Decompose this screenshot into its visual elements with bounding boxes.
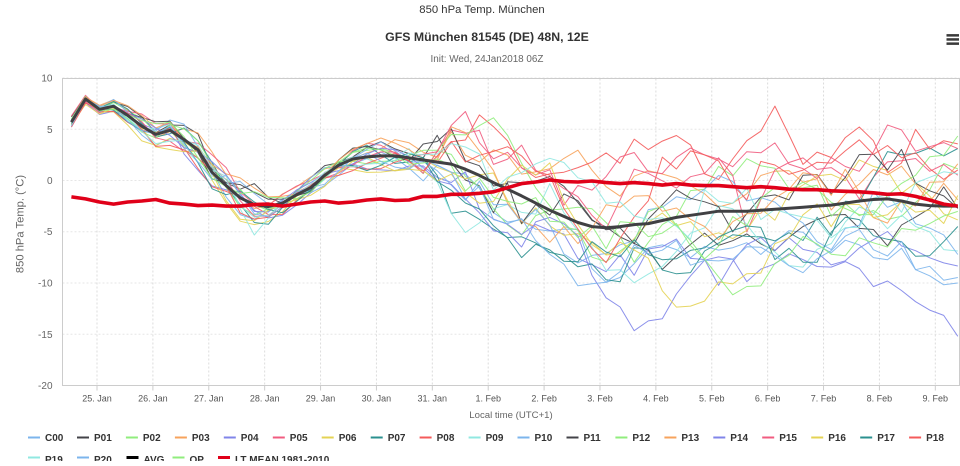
svg-text:P11: P11 [584, 433, 602, 444]
svg-text:850 hPa Temp. (°C): 850 hPa Temp. (°C) [15, 175, 27, 273]
svg-text:P18: P18 [926, 433, 944, 444]
svg-text:9. Feb: 9. Feb [923, 394, 949, 404]
svg-text:LT MEAN 1981-2010: LT MEAN 1981-2010 [235, 455, 330, 461]
svg-text:P20: P20 [94, 455, 112, 461]
svg-text:C00: C00 [45, 433, 64, 444]
svg-text:P02: P02 [143, 433, 161, 444]
svg-text:31. Jan: 31. Jan [418, 394, 448, 404]
svg-text:GFS München 81545 (DE) 48N, 12: GFS München 81545 (DE) 48N, 12E [385, 30, 589, 44]
svg-text:4. Feb: 4. Feb [643, 394, 669, 404]
svg-text:850 hPa Temp. München: 850 hPa Temp. München [419, 4, 544, 16]
svg-text:-10: -10 [38, 279, 53, 290]
svg-text:Local time (UTC+1): Local time (UTC+1) [469, 410, 552, 421]
svg-text:30. Jan: 30. Jan [362, 394, 392, 404]
svg-text:P15: P15 [779, 433, 797, 444]
svg-text:10: 10 [41, 74, 53, 85]
svg-text:6. Feb: 6. Feb [755, 394, 781, 404]
svg-text:P09: P09 [486, 433, 504, 444]
svg-text:P13: P13 [681, 433, 699, 444]
svg-text:P10: P10 [535, 433, 553, 444]
svg-text:OP: OP [190, 455, 205, 461]
svg-text:AVG: AVG [144, 455, 165, 461]
svg-text:3. Feb: 3. Feb [587, 394, 613, 404]
svg-text:P14: P14 [730, 433, 748, 444]
svg-text:0: 0 [47, 176, 53, 187]
svg-text:-5: -5 [44, 227, 53, 238]
svg-text:27. Jan: 27. Jan [194, 394, 224, 404]
svg-text:29. Jan: 29. Jan [306, 394, 336, 404]
svg-text:P01: P01 [94, 433, 112, 444]
svg-text:2. Feb: 2. Feb [531, 394, 557, 404]
svg-text:8. Feb: 8. Feb [867, 394, 893, 404]
svg-text:P19: P19 [45, 455, 63, 461]
svg-text:5: 5 [47, 125, 53, 136]
svg-text:Init: Wed, 24Jan2018 06Z: Init: Wed, 24Jan2018 06Z [431, 54, 544, 65]
svg-text:P17: P17 [877, 433, 895, 444]
svg-text:1. Feb: 1. Feb [475, 394, 501, 404]
svg-text:P16: P16 [828, 433, 846, 444]
svg-text:-15: -15 [38, 330, 53, 341]
svg-text:26. Jan: 26. Jan [138, 394, 168, 404]
svg-text:P07: P07 [388, 433, 406, 444]
svg-text:25. Jan: 25. Jan [82, 394, 112, 404]
svg-text:-20: -20 [38, 381, 53, 392]
svg-text:P12: P12 [632, 433, 650, 444]
svg-text:28. Jan: 28. Jan [250, 394, 280, 404]
svg-text:P03: P03 [192, 433, 210, 444]
svg-text:5. Feb: 5. Feb [699, 394, 725, 404]
svg-text:P05: P05 [290, 433, 308, 444]
svg-text:7. Feb: 7. Feb [811, 394, 837, 404]
svg-text:P06: P06 [339, 433, 357, 444]
svg-text:P08: P08 [437, 433, 455, 444]
svg-text:P04: P04 [241, 433, 259, 444]
